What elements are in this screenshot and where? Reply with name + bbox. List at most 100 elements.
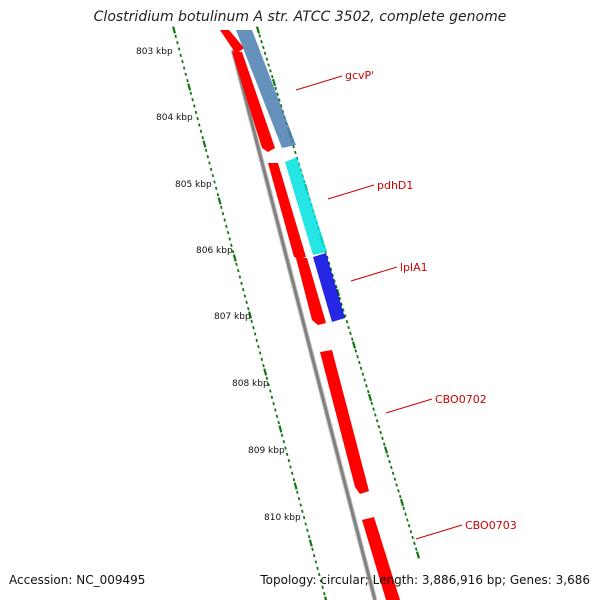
ruler-tick-right (372, 407, 375, 411)
ruler-tick-right (382, 442, 386, 446)
ruler-tick-right (402, 506, 406, 511)
ruler-tick-left (277, 420, 280, 425)
ruler-tick-left (231, 249, 235, 254)
ruler-tick-left (270, 395, 274, 400)
ruler-tick-right (358, 360, 361, 365)
ruler-tick-right (415, 551, 421, 559)
ruler-tick-left (301, 509, 304, 514)
ruler-tick-left (257, 344, 260, 349)
cds-feature[interactable] (220, 30, 244, 54)
ruler-tick-right (338, 296, 342, 301)
ruler-tick-right (347, 325, 350, 330)
ruler-tick-left (289, 465, 292, 469)
ruler-tick-right (278, 98, 281, 102)
ruler-tick-left (272, 401, 275, 406)
ruler-tick-right (274, 86, 278, 91)
ruler-tick-left (274, 408, 277, 412)
cds-feature[interactable] (268, 163, 306, 259)
ruler-tick-right (388, 459, 391, 464)
ruler-tick-left (253, 332, 257, 336)
ruler-tick-left (312, 553, 316, 558)
ruler-tick-left (214, 186, 218, 191)
ruler-tick-left (202, 140, 207, 148)
cds-feature[interactable] (362, 517, 400, 600)
gene-label-CBO0703[interactable]: CBO0703 (465, 519, 517, 532)
ruler-tick-right (406, 518, 409, 522)
ruler-tick-right (370, 401, 374, 406)
ruler-tick-right (411, 535, 414, 540)
ruler-tick-left (299, 503, 302, 507)
ruler-tick-left (314, 560, 318, 564)
ruler-tick-left (238, 275, 242, 279)
ruler-tick-left (267, 382, 270, 387)
ruler-tick-left (242, 287, 245, 292)
ruler-tick-left (308, 539, 313, 547)
ruler-tick-right (367, 393, 373, 402)
ruler-label: 806 kbp (196, 246, 233, 256)
gene-lplA1-feature[interactable] (313, 253, 345, 322)
ruler-tick-right (335, 288, 341, 297)
ruler-tick-left (247, 306, 250, 311)
ruler-tick-right (409, 529, 413, 534)
ruler-tick-left (199, 129, 203, 134)
cds-feature[interactable] (296, 258, 326, 325)
ruler-tick-left (228, 237, 231, 241)
gene-gcvP-feature[interactable] (236, 30, 296, 148)
gene-label-lplA1[interactable]: lplA1 (400, 261, 428, 274)
ruler-tick-right (327, 261, 331, 266)
cds-feature[interactable] (320, 350, 369, 494)
gene-features (220, 30, 400, 600)
cds-feature[interactable] (232, 52, 275, 152)
ruler-tick-right (361, 372, 365, 376)
ruler-tick-left (262, 363, 265, 368)
ruler-tick-left (236, 268, 240, 273)
ruler-tick-left (196, 116, 199, 121)
ruler-tick-right (414, 547, 418, 551)
ruler-tick-left (216, 192, 220, 197)
ruler-tick-right (270, 74, 274, 79)
ruler-tick-right (255, 26, 261, 34)
ruler-tick-left (248, 311, 252, 319)
ruler-tick-right (263, 51, 267, 56)
ruler-tick-left (255, 338, 258, 343)
ruler-tick-right (258, 34, 262, 38)
genome-summary-text: Topology: circular; Length: 3,886,916 bp… (260, 573, 590, 587)
ruler-tick-left (263, 368, 268, 376)
ruler-tick-right (351, 341, 357, 349)
ruler-tick-right (350, 337, 354, 341)
ruler-tick-left (292, 477, 296, 482)
ruler-tick-left (184, 72, 188, 77)
ruler-tick-left (194, 110, 198, 115)
ruler-tick-left (306, 528, 309, 533)
ruler-tick-left (280, 433, 284, 438)
gene-label-pdhD1[interactable]: pdhD1 (377, 179, 413, 192)
ruler-tick-left (235, 262, 238, 267)
gene-pdhD1-feature[interactable] (285, 157, 327, 255)
ruler-tick-left (318, 572, 321, 577)
ruler-tick-left (204, 148, 208, 153)
ruler-label: 803 kbp (136, 47, 173, 57)
ruler-tick-right (397, 489, 400, 493)
ruler-tick-left (225, 224, 228, 229)
gene-label-gcvP[interactable]: gcvP' (345, 69, 374, 82)
ruler-tick-left (206, 154, 210, 159)
ruler-tick-right (375, 419, 379, 423)
ruler-tick-right (267, 63, 270, 67)
ruler-tick-left (284, 446, 287, 450)
ruler-tick-right (391, 471, 395, 476)
genome-backbone (230, 49, 378, 600)
ruler-tick-left (258, 351, 262, 355)
ruler-tick-left (316, 566, 319, 571)
ruler-tick-left (223, 218, 226, 222)
ruler-tick-right (345, 319, 349, 324)
ruler-tick-left (293, 482, 298, 490)
ruler-tick-left (285, 452, 289, 457)
gene-label-CBO0702[interactable]: CBO0702 (435, 393, 487, 406)
ruler-tick-right (383, 446, 389, 454)
ruler-tick-right (334, 284, 338, 289)
ruler-tick-left (181, 59, 184, 64)
ruler-tick-right (404, 512, 407, 516)
ruler-tick-right (407, 524, 411, 528)
ruler-tick-left (290, 471, 294, 476)
